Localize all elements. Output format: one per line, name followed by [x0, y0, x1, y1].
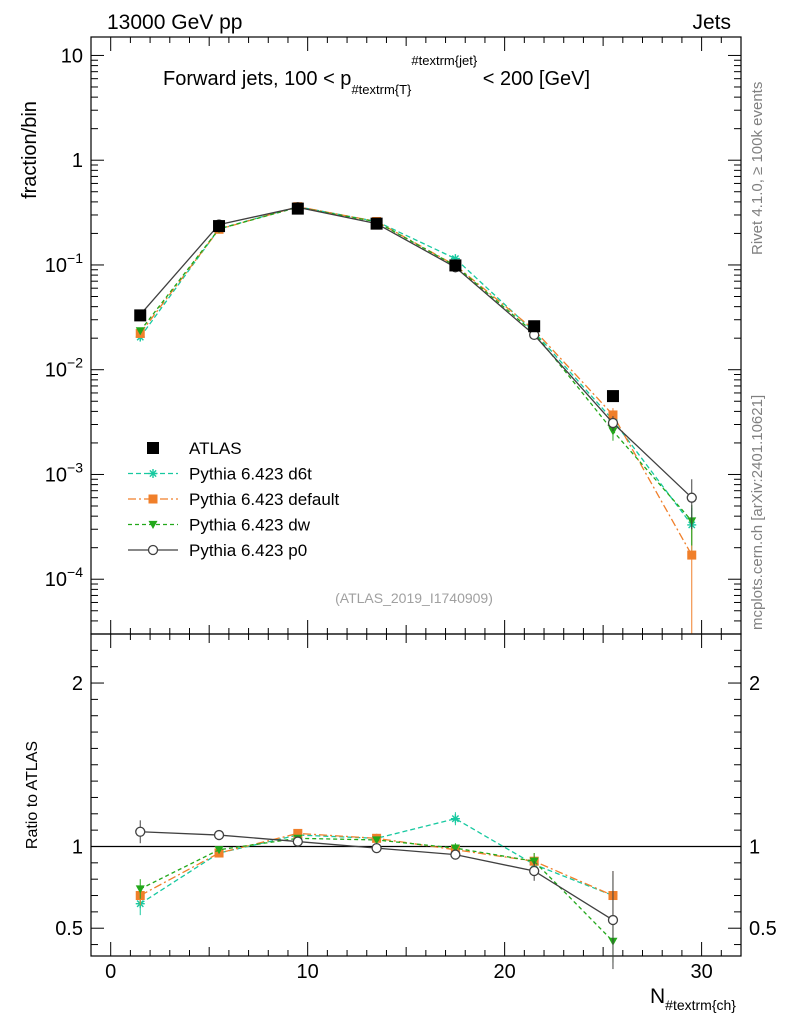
header-right: Jets	[692, 11, 731, 34]
ratio-point	[213, 829, 225, 841]
ratio-y-tick-label-right: 1	[749, 836, 760, 858]
y-tick-label: 10−3	[45, 459, 83, 486]
data-point	[370, 217, 383, 230]
y-tick-label: 10−1	[45, 250, 83, 277]
analysis-watermark: (ATLAS_2019_I1740909)	[335, 590, 493, 606]
x-axis-label: N#textrm{ch}	[650, 985, 736, 1013]
ratio-point-part	[451, 815, 460, 823]
x-tick-label: 20	[494, 961, 516, 983]
data-point	[687, 550, 697, 560]
data-point	[135, 327, 145, 336]
data-point	[291, 202, 304, 215]
ratio-point	[450, 814, 460, 824]
data-point	[528, 320, 541, 333]
legend-label: Pythia 6.423 default	[189, 490, 340, 509]
header-left: 13000 GeV pp	[107, 11, 242, 34]
data-point	[449, 259, 462, 272]
legend-marker	[148, 494, 158, 504]
legend-marker	[147, 442, 159, 454]
main-panel: 10 1 10−1 10−2 10−3 10−4	[45, 36, 742, 635]
legend-marker	[148, 469, 158, 478]
legend-marker	[148, 520, 158, 529]
y-tick-label: 10−4	[45, 564, 83, 591]
plot-title: Forward jets, 100 < p#textrm{T}#textrm{j…	[163, 53, 590, 97]
ratio-point	[214, 846, 224, 855]
legend-marker	[147, 544, 159, 556]
ratio-point	[450, 844, 460, 853]
ratio-y-tick-label: 0.5	[55, 918, 83, 940]
data-point	[213, 220, 226, 233]
data-point	[134, 309, 147, 322]
data-point	[686, 492, 697, 503]
ratio-point	[371, 842, 382, 854]
ratio-frame	[90, 633, 742, 957]
ratio-point	[293, 828, 303, 838]
x-tick-label: 10	[297, 961, 319, 983]
legend-marker-part	[149, 469, 157, 478]
mcplots-label: mcplots.cern.ch [arXiv:2401.10621]	[749, 395, 766, 630]
ratio-point	[135, 885, 145, 894]
ratio-line	[139, 818, 614, 905]
data-point	[608, 427, 618, 436]
x-tick-label: 30	[690, 961, 712, 983]
ratio-y-tick-label: 1	[72, 836, 83, 858]
ratio-panel: 0 10 20 30 0.5 0.5 1 1 2 2	[55, 633, 777, 983]
ratio-y-tick-label-right: 0.5	[749, 918, 777, 940]
legend: ATLAS Pythia 6.423 d6t Pythia 6.423 defaul…	[128, 439, 340, 560]
rivet-label: Rivet 4.1.0, ≥ 100k events	[749, 82, 766, 255]
ratio-point	[135, 826, 146, 837]
data-point	[606, 390, 619, 403]
ratio-point	[292, 836, 303, 847]
y-tick-label: 10−2	[45, 355, 83, 382]
legend-label: ATLAS	[189, 439, 242, 458]
y-tick-label: 10	[61, 45, 83, 67]
ratio-point	[372, 836, 382, 845]
y-tick-label: 1	[72, 150, 83, 172]
series-line	[139, 206, 693, 499]
ratio-point	[529, 865, 540, 877]
ratio-y-tick-label-right: 2	[749, 673, 760, 695]
legend-label: Pythia 6.423 dw	[189, 516, 311, 535]
ratio-y-axis-label: Ratio to ATLAS	[24, 741, 41, 849]
legend-label: Pythia 6.423 p0	[189, 541, 307, 560]
series-line	[139, 206, 693, 522]
data-point	[607, 417, 619, 429]
legend-label: Pythia 6.423 d6t	[189, 465, 312, 484]
y-axis-label: fraction/bin	[19, 101, 41, 199]
ratio-point	[450, 849, 461, 860]
ratio-point	[607, 914, 619, 926]
ratio-y-tick-label: 2	[72, 673, 83, 695]
x-tick-label: 0	[105, 961, 116, 983]
data-point	[608, 410, 618, 420]
ratio-line	[139, 837, 614, 942]
